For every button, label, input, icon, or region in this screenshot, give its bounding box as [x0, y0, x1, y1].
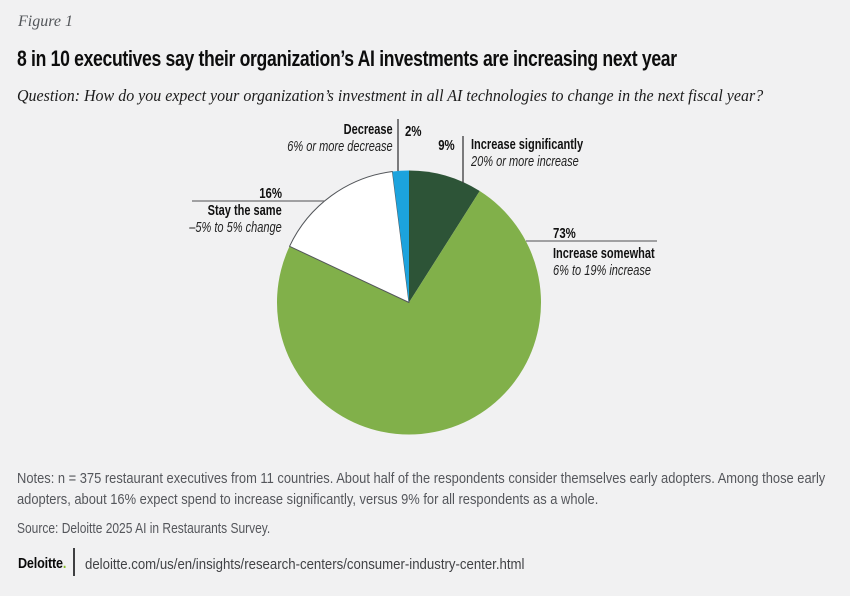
value-decrease: 2% — [405, 123, 422, 140]
label-stay-the-same-name: Stay the same — [207, 203, 282, 219]
label-increase-somewhat-range: 6% to 19% increase — [553, 262, 652, 279]
label-decrease-range: 6% or more decrease — [287, 138, 393, 155]
label-increase-significantly-name: Increase significantly — [471, 137, 584, 153]
deloitte-green-dot: . — [62, 555, 67, 572]
label-stay-the-same-range: –5% to 5% change — [189, 219, 282, 236]
pie-slice-increase-significantly — [409, 170, 480, 303]
label-increase-somewhat: Increase somewhat 6% to 19% increase — [553, 246, 655, 279]
value-increase-significantly: 9% — [438, 137, 455, 154]
figure-label: Figure 1 — [18, 13, 73, 30]
deloitte-wordmark: Deloitte — [18, 555, 63, 572]
pie-slice-increase-somewhat — [276, 191, 541, 435]
survey-question: Question: How do you expect your organiz… — [17, 86, 764, 105]
deloitte-logo: Deloitte. — [18, 555, 66, 572]
footer-divider — [73, 548, 75, 576]
footer-url: deloitte.com/us/en/insights/research-cen… — [85, 556, 525, 573]
label-increase-significantly-range: 20% or more increase — [471, 153, 579, 170]
label-decrease: Decrease 6% or more decrease — [288, 122, 393, 155]
label-decrease-name: Decrease — [343, 122, 393, 138]
value-increase-somewhat: 73% — [553, 225, 576, 242]
page-title: 8 in 10 executives say their organizatio… — [17, 46, 677, 71]
label-increase-significantly: Increase significantly 20% or more incre… — [471, 137, 583, 170]
pie-slice-stay-the-same — [289, 171, 410, 303]
pie-slice-decrease — [392, 170, 409, 303]
notes-text: Notes: n = 375 restaurant executives fro… — [17, 470, 826, 508]
source-text: Source: Deloitte 2025 AI in Restaurants … — [17, 520, 271, 537]
pie-slices — [276, 170, 541, 435]
label-increase-somewhat-name: Increase somewhat — [553, 246, 655, 262]
value-stay-the-same: 16% — [259, 185, 282, 202]
label-stay-the-same: Stay the same –5% to 5% change — [189, 203, 282, 236]
